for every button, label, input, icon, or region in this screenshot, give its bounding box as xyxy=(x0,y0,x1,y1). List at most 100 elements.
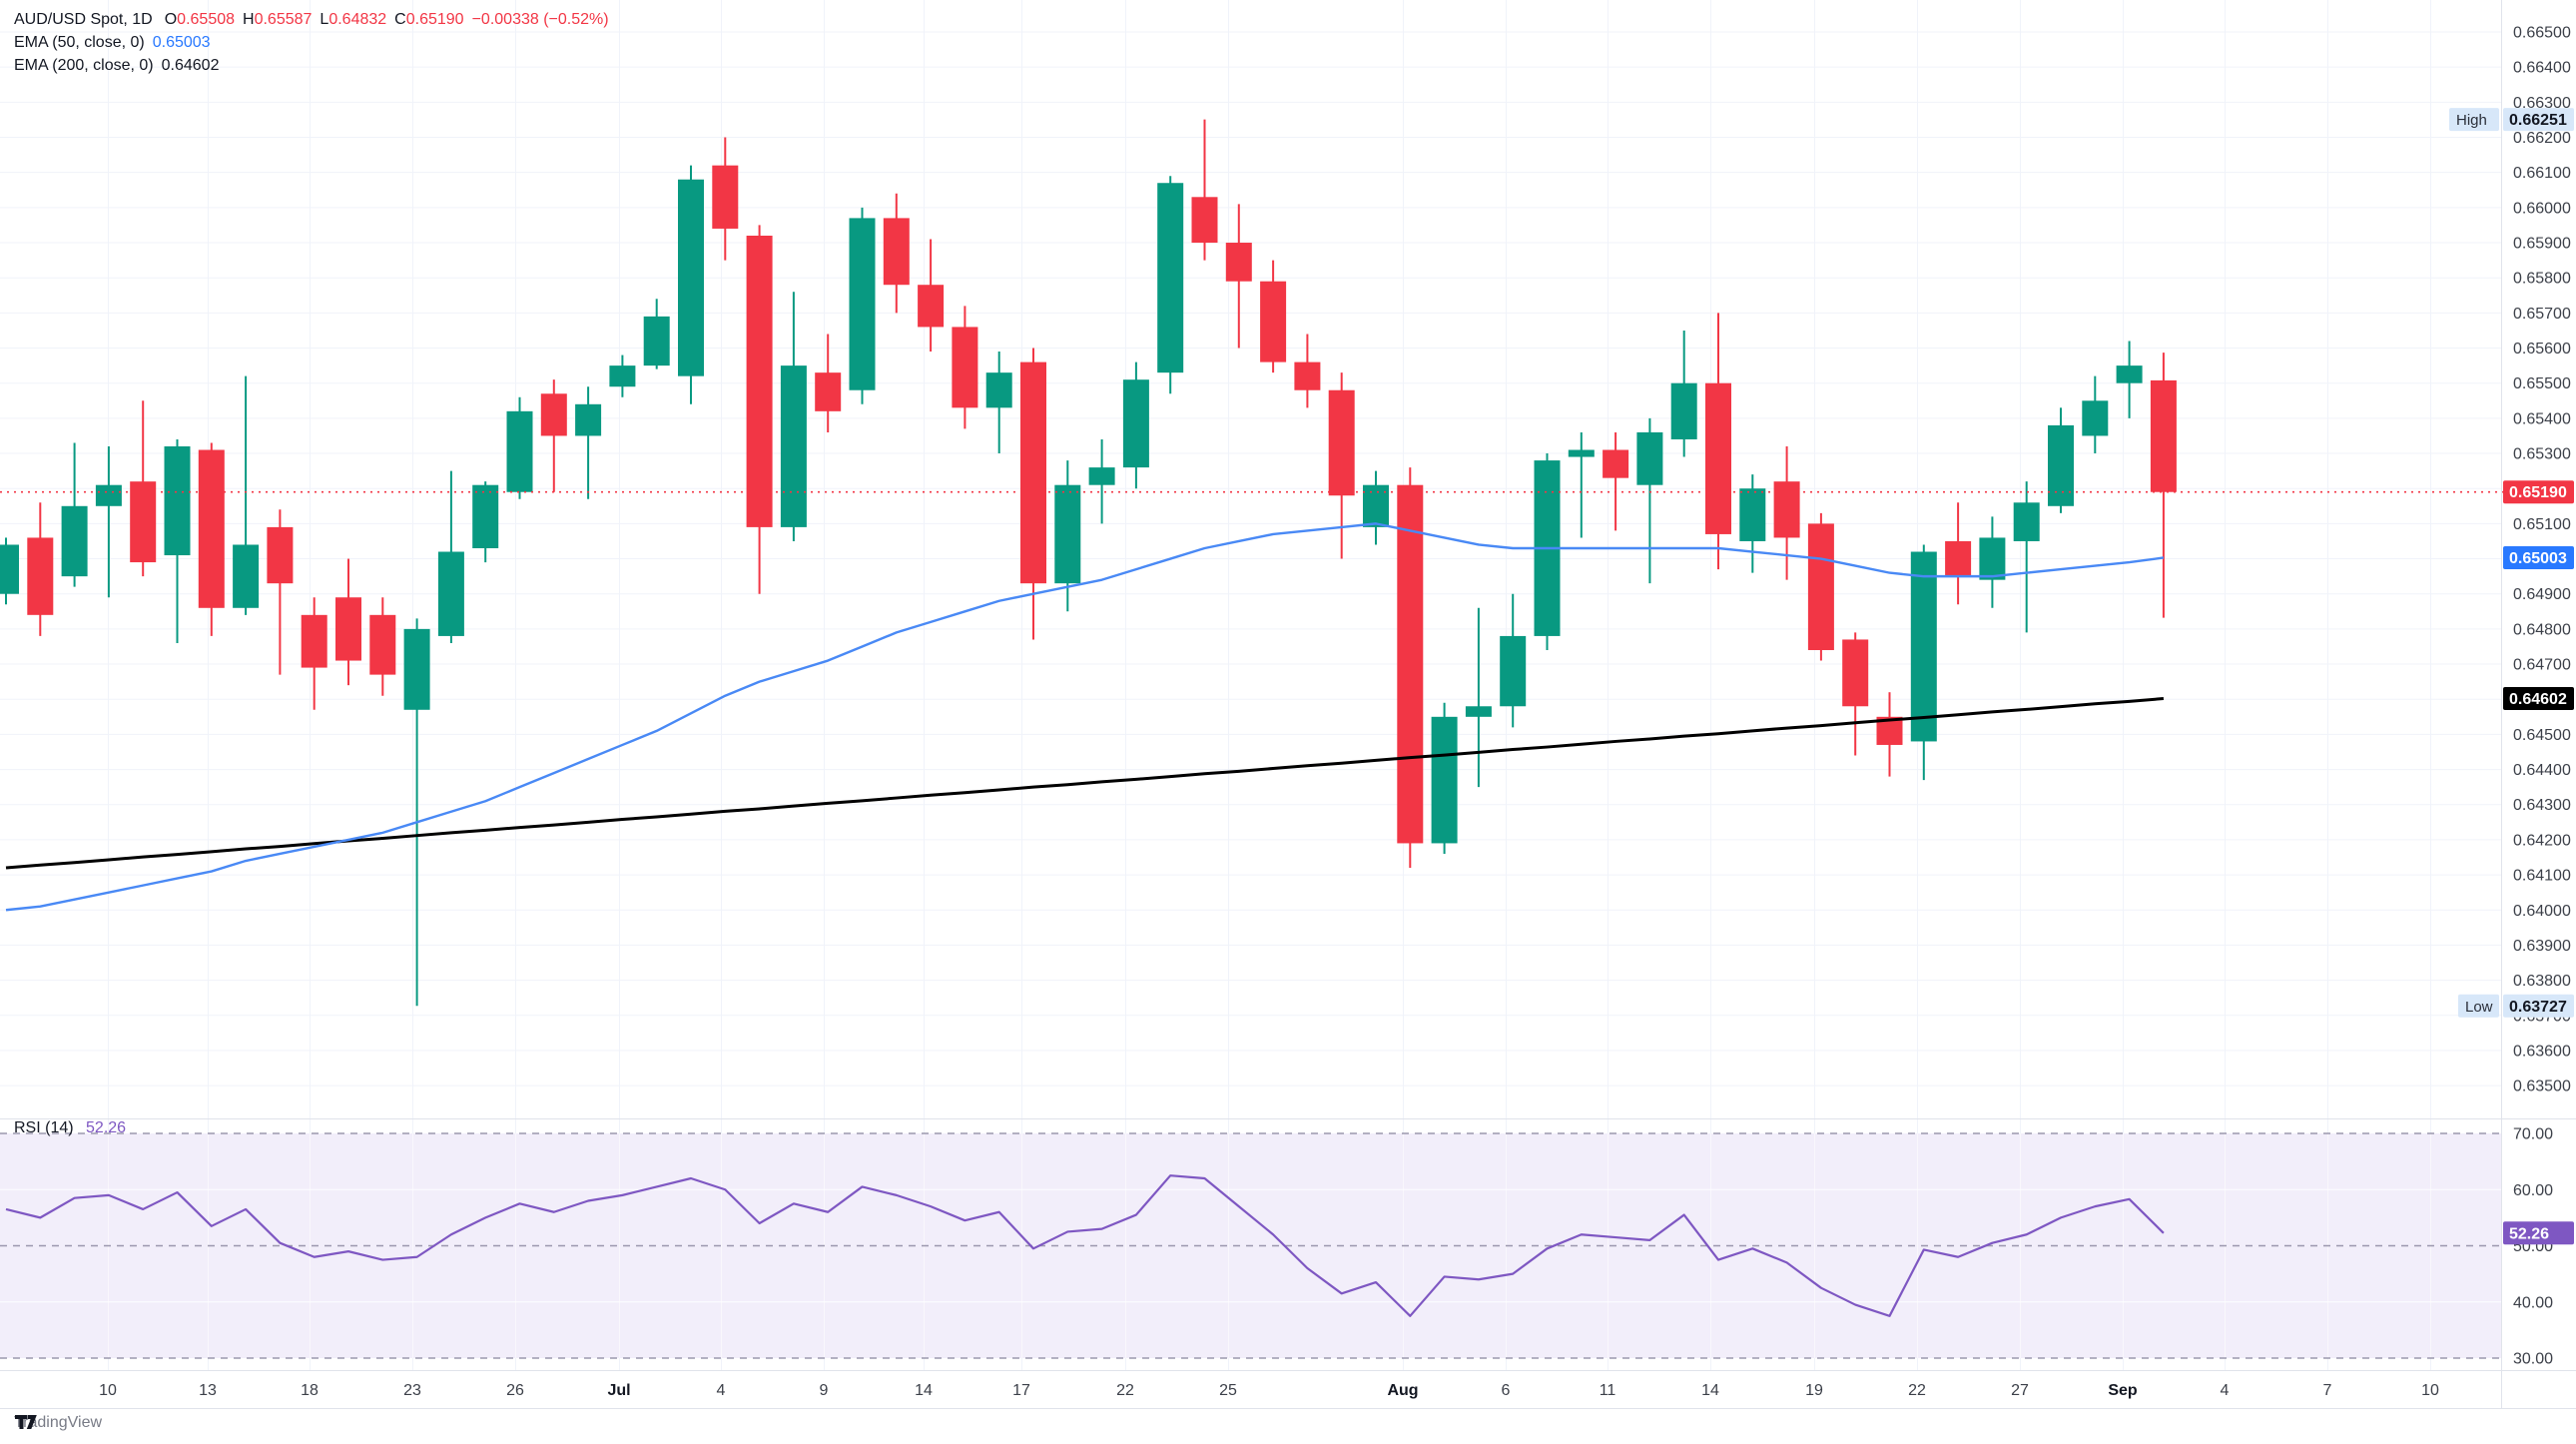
high-value: 0.65587 xyxy=(254,11,313,28)
price-tick-label: 0.63800 xyxy=(2513,973,2571,990)
candle-body xyxy=(1945,540,1972,577)
price-tick-label: 0.65900 xyxy=(2513,236,2571,253)
candle-body xyxy=(2150,379,2177,492)
candle-body xyxy=(643,316,670,366)
candle-body xyxy=(985,372,1012,408)
rsi-value-badge-bg xyxy=(2503,1221,2574,1245)
price-tick-label: 0.63500 xyxy=(2513,1079,2571,1095)
price-tick-label: 0.64200 xyxy=(2513,832,2571,849)
candle-body xyxy=(472,484,499,548)
price-tick-label: 0.64800 xyxy=(2513,621,2571,638)
symbol-legend-row[interactable]: AUD/USD Spot, 1D O0.65508 H0.65587 L0.64… xyxy=(14,8,609,31)
candle-body xyxy=(575,403,602,436)
rsi-tick-label: 30.00 xyxy=(2513,1351,2553,1368)
price-tick-label: 0.64500 xyxy=(2513,727,2571,744)
price-tick-label: 0.65800 xyxy=(2513,271,2571,288)
candle-body xyxy=(1603,449,1629,478)
ema200-legend-row[interactable]: EMA (200, close, 0) 0.64602 xyxy=(14,54,609,77)
candle-body xyxy=(678,179,704,376)
price-tick-label: 0.65600 xyxy=(2513,341,2571,358)
candle-body xyxy=(1020,361,1046,584)
ema50-value: 0.65003 xyxy=(152,34,211,51)
candle-body xyxy=(335,597,361,661)
price-tick-label: 0.65500 xyxy=(2513,375,2571,392)
ema200-line xyxy=(5,697,2165,870)
candle-body xyxy=(1157,183,1184,373)
low-marker-chip-bg xyxy=(2458,994,2499,1018)
price-tick-label: 0.64100 xyxy=(2513,868,2571,885)
symbol-title: AUD/USD Spot, 1D xyxy=(14,11,153,28)
time-tick-label: 10 xyxy=(99,1382,117,1399)
open-pair: O0.65508 xyxy=(164,11,236,28)
rsi-tick-label: 70.00 xyxy=(2513,1126,2553,1143)
candle-body xyxy=(712,165,739,229)
ema50-legend-row[interactable]: EMA (50, close, 0) 0.65003 xyxy=(14,31,609,54)
price-tick-label: 0.66300 xyxy=(2513,95,2571,112)
candle-body xyxy=(198,449,225,608)
price-tick-label: 0.66000 xyxy=(2513,200,2571,217)
tradingview-attribution[interactable]: TradingView xyxy=(14,1414,102,1432)
time-tick-label: 18 xyxy=(301,1382,319,1399)
time-tick-label: 13 xyxy=(199,1382,217,1399)
price-tick-label: 0.63900 xyxy=(2513,938,2571,955)
rsi-label: RSI (14) xyxy=(14,1119,74,1136)
price-tick-label: 0.66100 xyxy=(2513,165,2571,182)
ema50-price-badge-bg xyxy=(2503,545,2574,569)
candle-body xyxy=(437,551,464,636)
time-tick-label: 11 xyxy=(1600,1382,1616,1399)
time-tick-label: 23 xyxy=(403,1382,421,1399)
rsi-line xyxy=(5,1174,2165,1317)
price-tick-label: 0.64700 xyxy=(2513,657,2571,674)
last-price-badge: 0.65190 xyxy=(2503,480,2574,504)
time-axis[interactable]: 10 13 18 23 26 Jul 4 9 14 17 22 25 Aug 6 11 14 19 22 27 Sep… xyxy=(99,1382,2439,1399)
candle-body xyxy=(1294,361,1321,390)
candle-body xyxy=(95,484,122,506)
time-tick-label: 4 xyxy=(717,1382,726,1399)
rsi-tick-label: 40.00 xyxy=(2513,1294,2553,1311)
candle-body xyxy=(369,614,396,675)
price-axis[interactable]: 0.66500 0.66400 0.66300 0.66200 0.66100 0.660… xyxy=(2513,25,2571,1368)
low-marker-chip-text: Low xyxy=(2465,999,2493,1016)
rsi-pane[interactable] xyxy=(0,1132,2501,1359)
tradingview-logo-icon xyxy=(15,1415,37,1429)
last-price-badge-text: 0.65190 xyxy=(2509,484,2567,501)
high-marker-chip-bg xyxy=(2449,108,2499,132)
ema200-value: 0.64602 xyxy=(161,57,220,74)
ema200-price-badge-bg xyxy=(2503,687,2574,711)
candle-body xyxy=(1260,281,1287,362)
time-tick-label: 7 xyxy=(2323,1382,2332,1399)
candle-body xyxy=(1397,484,1424,844)
candle-body xyxy=(164,446,191,556)
time-tick-label: 6 xyxy=(1502,1382,1511,1399)
high-marker-badge-bg xyxy=(2503,108,2574,132)
candle-body xyxy=(1122,379,1149,468)
candle-body xyxy=(1465,706,1492,717)
high-pair: H0.65587 xyxy=(243,11,313,28)
ema50-line xyxy=(5,522,2165,912)
rsi-legend-row[interactable]: RSI (14) 52.26 xyxy=(14,1119,126,1137)
time-tick-label: 25 xyxy=(1219,1382,1237,1399)
candle-body xyxy=(849,218,876,390)
price-tick-label: 0.64900 xyxy=(2513,586,2571,603)
candle-body xyxy=(1328,389,1355,496)
candle-body xyxy=(918,285,945,328)
candle-body xyxy=(780,365,807,527)
candle-body xyxy=(61,505,88,577)
candle-body xyxy=(0,544,19,594)
candle-body xyxy=(1225,243,1252,282)
time-tick-label: 14 xyxy=(915,1382,933,1399)
candle-body xyxy=(1670,382,1697,439)
low-marker-chip: Low xyxy=(2458,994,2499,1018)
open-value: 0.65508 xyxy=(177,11,236,28)
rsi-value: 52.26 xyxy=(86,1119,127,1136)
time-tick-label: 22 xyxy=(1116,1382,1134,1399)
time-tick-label: Sep xyxy=(2108,1382,2138,1399)
price-tick-label: 0.66200 xyxy=(2513,130,2571,147)
candle-body xyxy=(506,410,533,492)
price-tick-label: 0.65700 xyxy=(2513,306,2571,323)
price-tick-label: 0.64400 xyxy=(2513,762,2571,779)
close-value: 0.65190 xyxy=(405,11,464,28)
time-tick-label: 10 xyxy=(2421,1382,2439,1399)
